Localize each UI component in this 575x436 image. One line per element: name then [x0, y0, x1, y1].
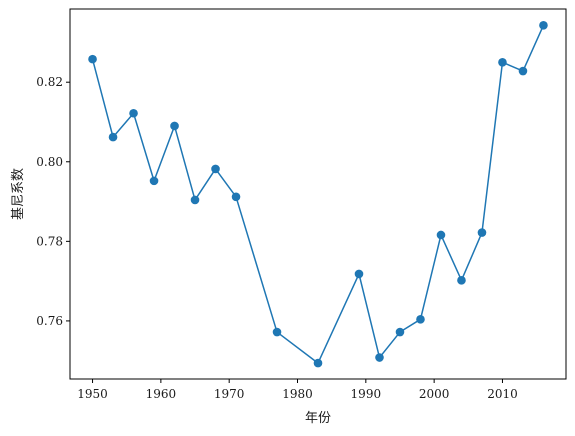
data-point-1977	[272, 327, 282, 337]
x-tick-label-2000: 2000	[419, 387, 450, 401]
data-point-1962	[170, 121, 179, 131]
x-tick-label-1980: 1980	[282, 387, 313, 401]
data-point-1971	[231, 192, 241, 202]
series-marks	[88, 21, 548, 368]
data-point-2010	[498, 58, 507, 67]
y-axis-title: 基尼系数	[11, 168, 26, 220]
plot-area	[70, 9, 566, 379]
data-point-1956	[129, 108, 138, 118]
x-tick-label-2010: 2010	[487, 387, 518, 401]
data-point-1965	[190, 195, 200, 205]
y-tick-label-0.78: 0.78	[36, 234, 63, 248]
data-point-1989	[354, 269, 364, 279]
data-point-2004	[457, 276, 466, 285]
x-tick-label-1960: 1960	[146, 387, 177, 401]
data-point-2001	[436, 230, 446, 240]
data-point-2007	[477, 228, 487, 237]
y-tick-label-0.82: 0.82	[36, 75, 63, 89]
data-point-2013	[518, 66, 528, 76]
data-point-1983	[313, 358, 323, 368]
data-point-1998	[416, 315, 425, 324]
y-axis: 0.76 0.78 0.80 0.82	[36, 75, 70, 328]
data-point-1968	[211, 164, 220, 174]
data-point-1995	[395, 327, 405, 337]
x-tick-label-1990: 1990	[351, 387, 382, 401]
data-point-1950	[88, 54, 97, 64]
x-tick-label-1950: 1950	[77, 387, 108, 401]
x-axis: 1950 1960 1970 1980 1990 2000 2010	[77, 379, 518, 401]
plot-frame	[69, 8, 567, 380]
x-axis-title: 年份	[305, 411, 331, 426]
series-line	[91, 25, 545, 364]
data-point-2016	[539, 21, 548, 30]
y-tick-label-0.8: 0.80	[36, 155, 63, 169]
y-tick-label-0.76: 0.76	[36, 314, 63, 328]
x-tick-label-1970: 1970	[214, 387, 245, 401]
data-point-1992	[375, 353, 384, 362]
data-point-1953	[108, 132, 118, 142]
data-point-1959	[149, 176, 159, 186]
